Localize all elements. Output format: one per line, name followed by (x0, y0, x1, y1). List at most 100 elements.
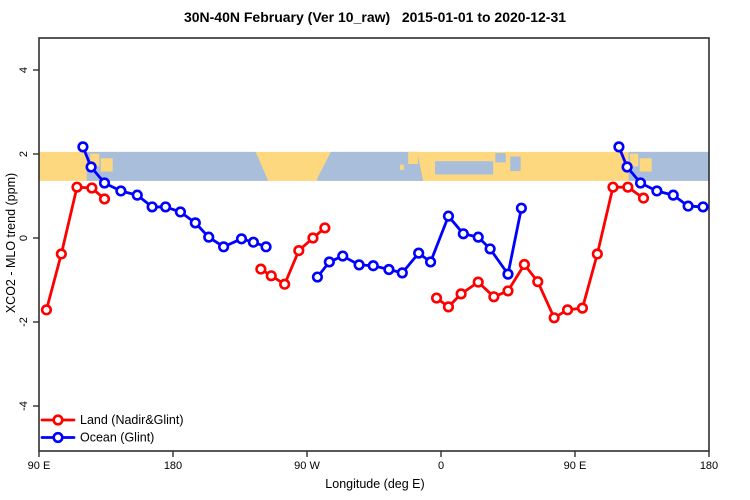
x-tick-label: 90 W (294, 460, 320, 472)
data-point (502, 285, 514, 297)
data-point (279, 278, 291, 290)
data-point (613, 141, 625, 153)
data-point (337, 250, 349, 262)
data-point (455, 288, 467, 300)
data-point (71, 181, 83, 193)
azores-patch (400, 164, 404, 170)
x-tick-label: 180 (164, 460, 182, 472)
data-point (77, 141, 89, 153)
japan-west-2-patch (100, 158, 113, 172)
data-point (86, 182, 98, 194)
data-point (247, 236, 259, 248)
data-point (413, 247, 425, 259)
data-point (307, 232, 319, 244)
y-axis-label: XCO2 - MLO trend (ppm) (4, 172, 18, 314)
data-point (442, 210, 455, 222)
data-point (667, 189, 679, 201)
data-point (607, 181, 619, 193)
data-point (430, 292, 443, 304)
data-point (323, 256, 335, 268)
x-tick-label: 180 (700, 460, 718, 472)
data-point (189, 217, 201, 229)
data-point (203, 231, 215, 243)
data-point (532, 276, 544, 288)
legend-label: Land (Nadir&Glint) (80, 413, 184, 427)
legend-marker (52, 431, 64, 444)
data-series (40, 141, 709, 324)
data-point (383, 263, 395, 276)
data-point (235, 233, 248, 245)
data-point (634, 177, 647, 189)
caspian-sea-patch (510, 156, 521, 172)
data-point (591, 248, 603, 260)
x-tick-label: 90 E (28, 460, 51, 472)
data-point (637, 192, 650, 204)
data-point (174, 206, 187, 218)
x-axis-label: Longitude (deg E) (325, 477, 425, 491)
data-point (502, 268, 514, 280)
data-point (622, 181, 634, 193)
japan-west-1-patch (90, 153, 100, 167)
y-tick-label: 2 (18, 151, 30, 157)
plot-frame (38, 37, 710, 452)
x-tick-label: 0 (438, 460, 444, 472)
y-tick-label: 0 (18, 235, 30, 241)
data-point (576, 302, 589, 314)
legend-label: Ocean (Glint) (80, 431, 154, 445)
data-point (260, 241, 272, 253)
data-point (319, 222, 331, 234)
data-point (472, 276, 484, 288)
series-line (435, 185, 645, 320)
japan-east-1-patch (630, 153, 639, 167)
y-tick-label: -2 (18, 317, 30, 327)
mediterranean-patch (435, 161, 494, 175)
series-line (45, 185, 106, 312)
data-point (621, 161, 633, 173)
data-point (40, 304, 53, 316)
data-point (131, 189, 143, 201)
data-point (159, 201, 172, 213)
data-point (98, 177, 111, 189)
data-point (85, 161, 97, 173)
data-point (457, 228, 469, 240)
data-point (548, 312, 560, 324)
legend-marker (52, 414, 64, 426)
series-line (316, 206, 523, 279)
data-point (255, 263, 267, 275)
data-point (115, 185, 127, 197)
japan-east-2-patch (639, 158, 652, 172)
y-tick-label: 4 (18, 67, 30, 73)
data-point (55, 248, 67, 260)
data-point (424, 256, 437, 268)
data-point (484, 243, 496, 255)
land-ocean-map-band (39, 151, 709, 181)
data-point (488, 291, 500, 303)
data-point (515, 202, 528, 214)
data-point (98, 193, 111, 205)
black-sea-patch (495, 153, 506, 163)
data-point (518, 258, 530, 271)
iberia-patch (408, 151, 418, 165)
data-point (396, 267, 408, 279)
data-point (682, 200, 694, 212)
data-point (651, 185, 663, 197)
data-point (442, 301, 455, 313)
data-point (561, 304, 574, 316)
data-point (697, 201, 709, 213)
data-point (218, 241, 230, 253)
band-ocean-span (86, 151, 269, 181)
data-point (146, 201, 158, 213)
axis-ticks: 90 E 180 90 W 0 90 E 180 -4 -2 0 2 4 (18, 67, 718, 472)
data-point (472, 231, 484, 243)
chart-title: 30N-40N February (Ver 10_raw) 2015-01-01… (183, 9, 567, 25)
florida-patch (302, 172, 318, 181)
legend: Land (Nadir&Glint) Ocean (Glint) (40, 413, 184, 445)
data-point (367, 260, 379, 272)
plot-border (38, 37, 710, 452)
band-ocean-span (315, 151, 424, 181)
y-tick-label: -4 (18, 401, 30, 411)
data-point (293, 245, 305, 257)
data-point (265, 270, 277, 282)
